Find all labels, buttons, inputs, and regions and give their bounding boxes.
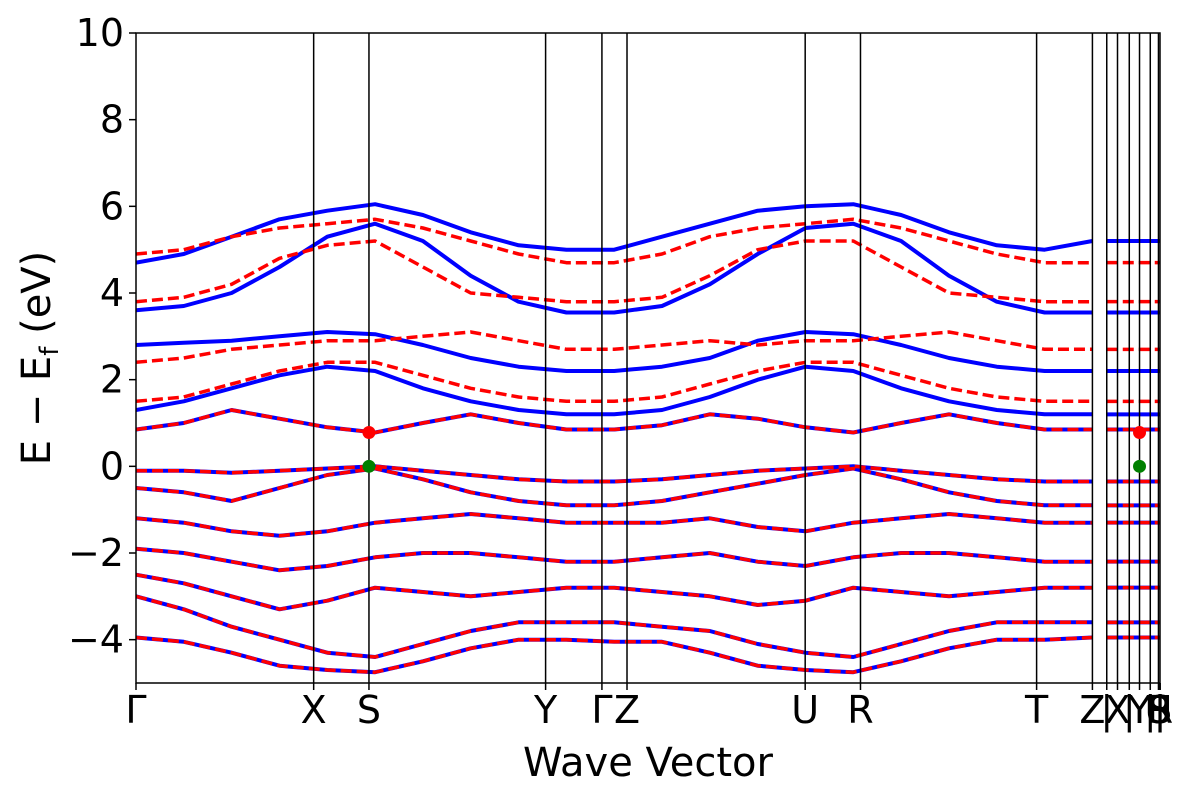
- y-axis-label-sub: f: [35, 346, 65, 356]
- x-tick-label-17: R: [1147, 688, 1173, 732]
- spin-up-band-6: [136, 464, 1093, 484]
- spin-down-band-0: [136, 635, 1093, 674]
- x-tick-label-19: S: [1148, 688, 1172, 732]
- y-axis-label-unit: (eV): [14, 251, 60, 347]
- x-tick-label-13: Y: [1127, 688, 1152, 732]
- x-tick-label-11: X: [1104, 688, 1130, 732]
- spin-up-band-10: [136, 221, 1093, 315]
- x-tick-label-3: Y: [533, 688, 558, 732]
- x-axis-label: Wave Vector: [523, 740, 774, 786]
- y-tick-label-4: 4: [100, 271, 124, 315]
- spin-down-band-11: [136, 217, 1093, 265]
- y-tick-label-1: −2: [68, 531, 124, 575]
- x-tick-label-2: S: [357, 688, 381, 732]
- vbm-marker-3: [1133, 459, 1147, 473]
- spin-down-band-9: [136, 330, 1093, 365]
- kpoint-lines: [312, 33, 1160, 683]
- x-tick-label-8: T: [1024, 688, 1049, 732]
- y-axis-label-main: E − E: [14, 356, 60, 466]
- x-tick-label-0: Γ: [125, 688, 146, 732]
- x-tick-label-1: X: [301, 688, 327, 732]
- spin-down-band-5: [136, 466, 1093, 508]
- vbm-marker-1: [362, 459, 376, 473]
- y-tick-label-3: 2: [100, 358, 124, 402]
- bands-layer: [136, 202, 1160, 675]
- spin-up-band-2: [136, 572, 1093, 612]
- x-tick-label-7: R: [847, 688, 873, 732]
- spin-down-band-10: [136, 239, 1093, 304]
- x-tick-label-14: |: [1144, 688, 1157, 733]
- spin-down-band-8: [136, 360, 1093, 404]
- spin-up-band-9: [136, 330, 1093, 373]
- x-axis-ticks: Γ X S Y Γ Z U R T Z|X|Y|U|R|S: [125, 683, 1173, 733]
- spin-up-band-4: [136, 512, 1093, 538]
- spin-down-band-3: [136, 546, 1093, 573]
- x-tick-label-16: |: [1154, 688, 1167, 733]
- spin-down-band-2: [136, 572, 1093, 612]
- band-edge-markers: [362, 426, 1147, 473]
- y-tick-label-5: 6: [100, 184, 124, 228]
- spin-up-band-8: [136, 364, 1093, 417]
- x-tick-label-18: |: [1154, 688, 1167, 733]
- x-tick-label-9: Z: [1079, 688, 1105, 732]
- x-tick-label-6: U: [791, 688, 819, 732]
- plot-frame: [135, 32, 1161, 684]
- y-tick-label-2: 0: [100, 444, 124, 488]
- x-tick-label-15: U: [1145, 688, 1173, 732]
- spin-down-band-4: [136, 512, 1093, 538]
- x-tick-label-12: |: [1123, 688, 1136, 733]
- cbm-marker-2: [1133, 426, 1147, 440]
- cbm-marker-0: [362, 426, 376, 440]
- spin-up-band-11: [136, 202, 1093, 265]
- y-tick-label-7: 10: [76, 11, 124, 55]
- y-tick-label-0: −4: [68, 618, 124, 662]
- y-axis-ticks: −4 −2 0 2 4 6 8 10: [68, 11, 136, 662]
- spin-down-band-7: [136, 408, 1093, 435]
- x-tick-label-5: Z: [614, 688, 640, 732]
- y-axis-label: E − Ef (eV): [14, 251, 65, 466]
- x-tick-label-4: Γ: [591, 688, 612, 732]
- x-tick-label-10: |: [1100, 688, 1113, 733]
- spin-down-band-1: [136, 594, 1093, 659]
- y-tick-label-6: 8: [100, 98, 124, 142]
